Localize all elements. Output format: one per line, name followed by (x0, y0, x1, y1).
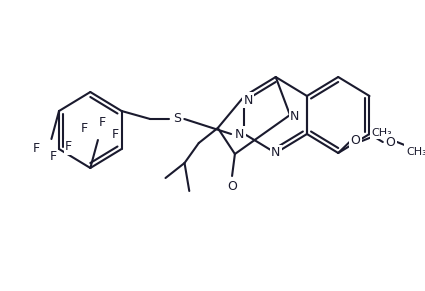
Text: F: F (99, 116, 106, 129)
Text: CH₃: CH₃ (407, 147, 425, 157)
Text: F: F (81, 122, 88, 134)
Text: N: N (244, 93, 253, 107)
Text: F: F (50, 150, 57, 164)
Text: F: F (111, 127, 119, 141)
Text: N: N (290, 111, 299, 123)
Text: CH₃: CH₃ (371, 128, 392, 138)
Text: S: S (173, 113, 181, 125)
Text: O: O (385, 136, 395, 148)
Text: N: N (235, 127, 244, 141)
Text: F: F (33, 143, 40, 155)
Text: O: O (350, 134, 360, 148)
Text: O: O (227, 180, 237, 193)
Text: N: N (271, 146, 280, 159)
Text: F: F (65, 141, 72, 153)
